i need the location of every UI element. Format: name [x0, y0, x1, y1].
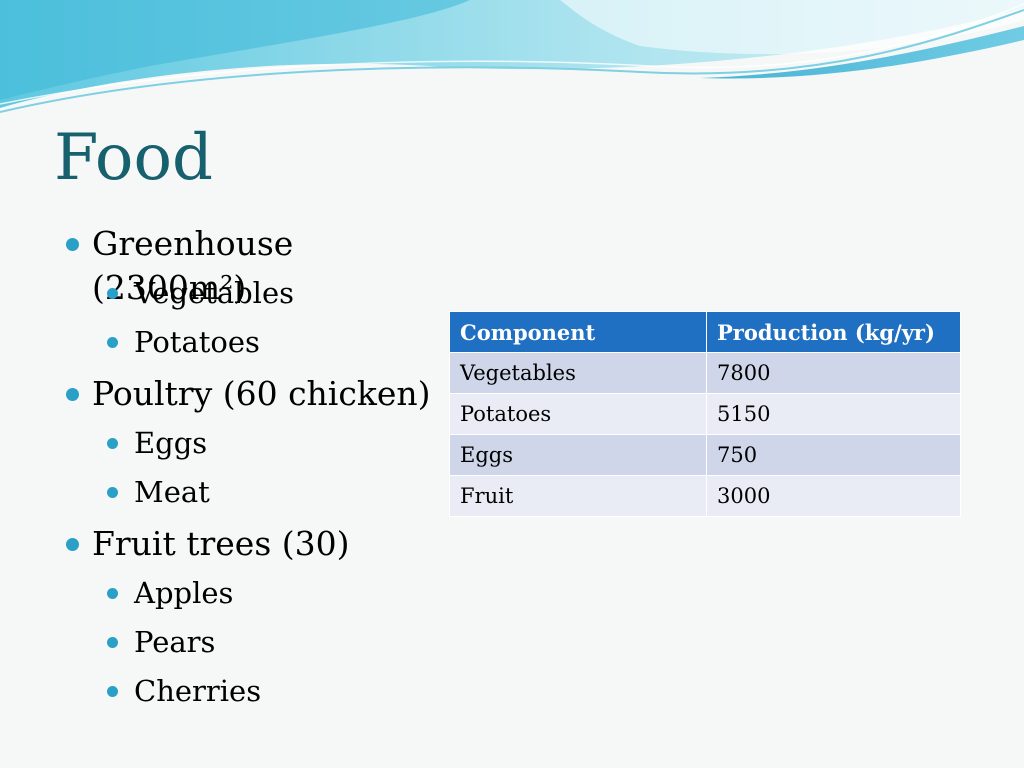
bullet-dot-icon — [107, 686, 118, 697]
table-row: Eggs 750 — [449, 434, 961, 476]
sub-bullet-label: Vegetables — [134, 276, 294, 310]
bullet-dot-icon — [66, 538, 79, 551]
slide-title: Food — [54, 121, 213, 195]
sub-bullet-label: Eggs — [134, 426, 208, 460]
sub-bullet-item: Meat — [62, 470, 442, 514]
table-header-row: Component Production (kg/yr) — [449, 311, 961, 353]
bullet-list: Greenhouse (2300m²) Vegetables Potatoes … — [62, 222, 442, 713]
sub-bullet-item: Apples — [62, 571, 442, 615]
table-cell: Potatoes — [449, 393, 707, 435]
sub-bullet-item: Potatoes — [62, 320, 442, 364]
sub-bullet-label: Pears — [134, 625, 216, 659]
sub-bullet-item: Eggs — [62, 421, 442, 465]
table-row: Vegetables 7800 — [449, 352, 961, 394]
header-wave-decoration — [0, 0, 1024, 113]
bullet-dot-icon — [66, 238, 79, 251]
table-cell: Fruit — [449, 475, 707, 517]
sub-bullet-label: Apples — [134, 576, 234, 610]
production-table: Component Production (kg/yr) Vegetables … — [449, 311, 961, 517]
bullet-dot-icon — [66, 388, 79, 401]
bullet-dot-icon — [107, 637, 118, 648]
sub-bullet-item: Cherries — [62, 669, 442, 713]
bullet-label: Fruit trees (30) — [92, 524, 350, 563]
table-row: Potatoes 5150 — [449, 393, 961, 435]
table-row: Fruit 3000 — [449, 475, 961, 517]
column-header-production: Production (kg/yr) — [706, 311, 961, 353]
sub-bullet-item: Vegetables — [62, 271, 442, 315]
table-cell: Vegetables — [449, 352, 707, 394]
table-cell: 750 — [706, 434, 961, 476]
bullet-dot-icon — [107, 337, 118, 348]
table-cell: Eggs — [449, 434, 707, 476]
sub-bullet-label: Meat — [134, 475, 210, 509]
bullet-dot-icon — [107, 438, 118, 449]
bullet-item: Fruit trees (30) — [62, 522, 442, 566]
bullet-label: Greenhouse (2300m²) — [92, 224, 294, 307]
bullet-dot-icon — [107, 288, 118, 299]
table-cell: 5150 — [706, 393, 961, 435]
sub-bullet-label: Potatoes — [134, 325, 260, 359]
bullet-label: Poultry (60 chicken) — [92, 374, 431, 413]
bullet-item: Greenhouse (2300m²) — [62, 222, 442, 307]
table-cell: 3000 — [706, 475, 961, 517]
bullet-dot-icon — [107, 487, 118, 498]
bullet-item: Poultry (60 chicken) — [62, 372, 442, 416]
sub-bullet-label: Cherries — [134, 674, 262, 708]
sub-bullet-item: Pears — [62, 620, 442, 664]
column-header-component: Component — [449, 311, 707, 353]
table-cell: 7800 — [706, 352, 961, 394]
bullet-dot-icon — [107, 588, 118, 599]
